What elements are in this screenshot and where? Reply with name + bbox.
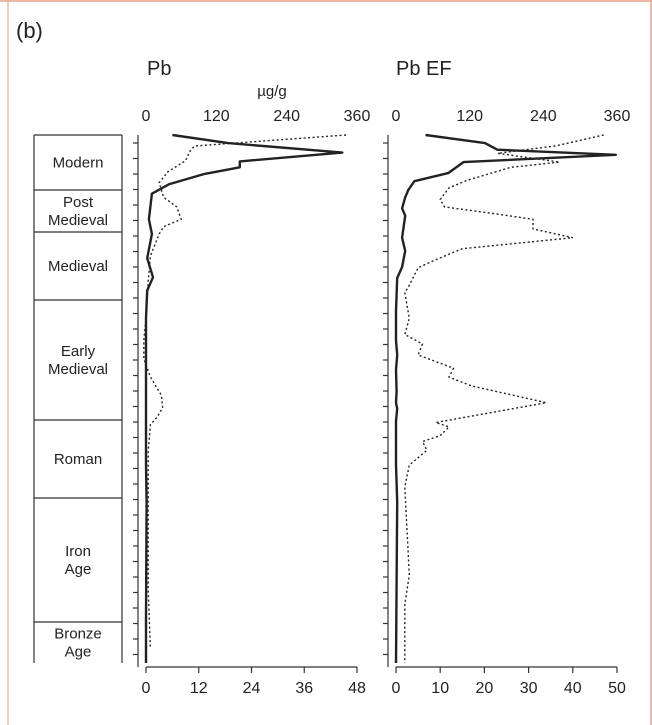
- top-tick-label: 240: [530, 108, 557, 125]
- top-tick-label: 360: [344, 108, 371, 125]
- bottom-tick-label: 48: [348, 680, 366, 697]
- top-tick-label: 240: [273, 108, 300, 125]
- bottom-tick-label: 20: [476, 680, 494, 697]
- bottom-tick-label: 0: [142, 680, 151, 697]
- top-tick-label: 0: [392, 108, 401, 125]
- bottom-tick-label: 40: [564, 680, 582, 697]
- bottom-tick-label: 0: [392, 680, 401, 697]
- bottom-tick-label: 12: [190, 680, 208, 697]
- chronology-label: Roman: [54, 451, 102, 468]
- top-tick-label: 120: [203, 108, 230, 125]
- chronology-label: Medieval: [48, 258, 108, 275]
- chart-panels: Pb µg/g 0 120 240 360 0 12 24 36 48 Pb EF 0 120 240 360…: [133, 58, 630, 697]
- top-tick-label: 120: [456, 108, 483, 125]
- panel-1: Pb µg/g 0 120 240 360 0 12 24 36 48: [133, 58, 370, 697]
- series-dotted: [403, 134, 604, 663]
- chronology-label: Post Medieval: [48, 194, 108, 229]
- chronology-label: Modern: [53, 155, 104, 172]
- series-dotted: [143, 134, 347, 649]
- series-solid: [144, 133, 344, 663]
- bottom-tick-label: 30: [520, 680, 538, 697]
- chronology-label: Iron Age: [65, 543, 92, 578]
- bottom-tick-label: 10: [431, 680, 449, 697]
- chronology-label: Early Medieval: [48, 343, 108, 378]
- panel-title: Pb EF: [396, 58, 452, 80]
- panel-title: Pb: [147, 58, 171, 80]
- top-tick-label: 0: [142, 108, 151, 125]
- bottom-tick-label: 36: [295, 680, 313, 697]
- series-solid: [394, 133, 617, 664]
- bottom-tick-label: 24: [243, 680, 261, 697]
- panel-2: Pb EF 0 120 240 360 0 10 20 30 40 50: [383, 58, 630, 697]
- chronology-column: Modern Post Medieval Medieval Early Medieval R…: [33, 134, 123, 663]
- bottom-tick-label: 50: [608, 680, 626, 697]
- panel-label: (b): [16, 18, 43, 43]
- top-axis-unit: µg/g: [257, 83, 287, 100]
- chronology-label: Bronze Age: [54, 626, 102, 661]
- top-tick-label: 360: [604, 108, 631, 125]
